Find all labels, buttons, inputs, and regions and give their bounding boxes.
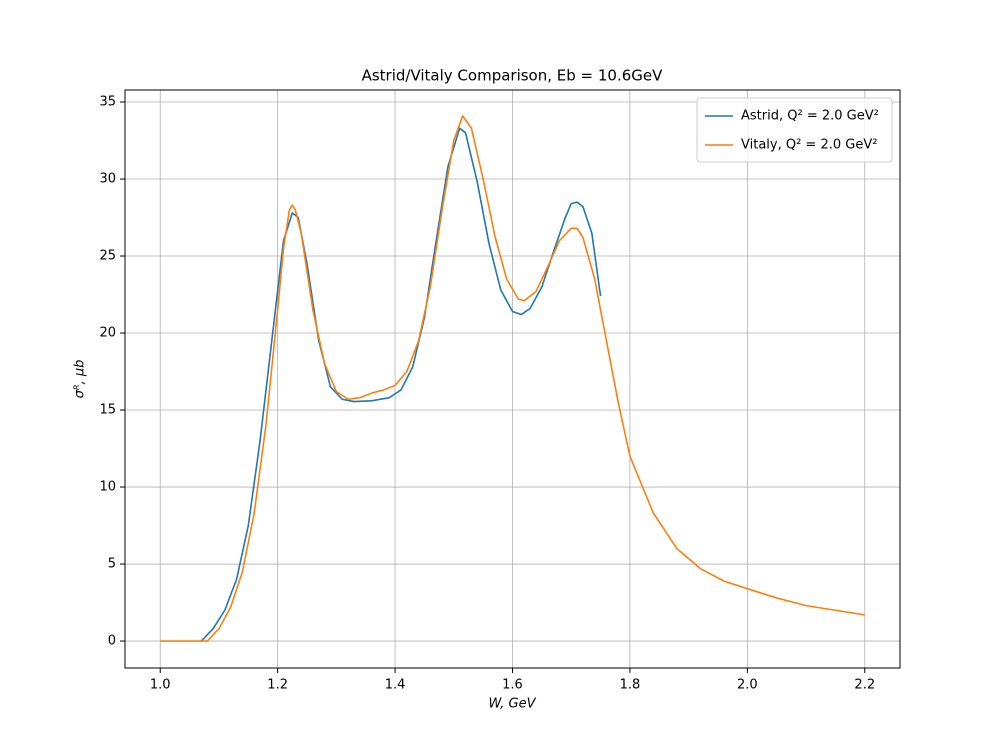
x-tick-label: 1.6	[502, 678, 523, 693]
plot-frame	[124, 89, 901, 669]
y-tick-label: 30	[99, 172, 116, 187]
y-axis-label: σᴿ, μb	[73, 360, 88, 399]
y-tick-label: 15	[99, 403, 116, 418]
legend-box	[696, 97, 893, 163]
x-tick-label: 1.8	[620, 678, 641, 693]
y-tick-label: 35	[99, 95, 116, 110]
x-tick-label: 1.4	[385, 678, 406, 693]
y-tick-label: 0	[108, 634, 116, 649]
line	[160, 115, 865, 642]
x-tick-label: 2.2	[854, 678, 875, 693]
y-tick-label: 20	[99, 326, 116, 341]
chart-title: Astrid/Vitaly Comparison, Eb = 10.6GeV	[362, 67, 664, 85]
y-tick-label: 5	[108, 557, 116, 572]
x-axis-label: W, GeV	[488, 697, 536, 712]
x-tick-label: 1.2	[267, 678, 288, 693]
legend-label: Vitaly, Q² = 2.0 GeV²	[741, 138, 877, 153]
y-tick-label: 10	[99, 480, 116, 495]
legend-label: Astrid, Q² = 2.0 GeV²	[741, 109, 879, 124]
x-tick-label: 1.0	[150, 678, 171, 693]
x-tick-label: 2.0	[737, 678, 758, 693]
y-tick-label: 25	[99, 249, 116, 264]
